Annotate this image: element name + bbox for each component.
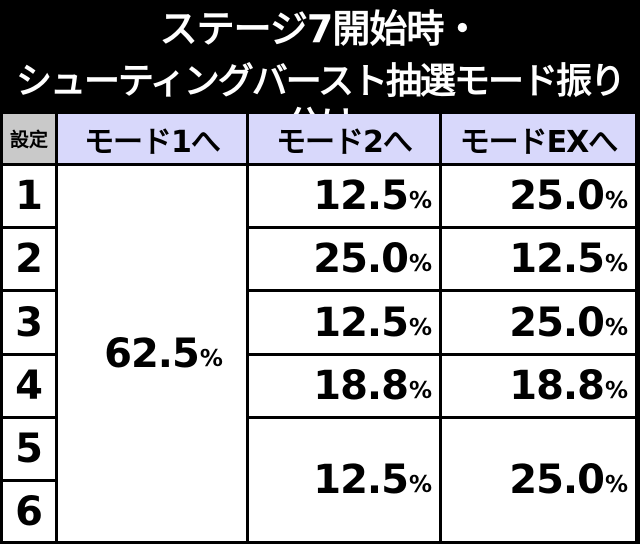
modeEX-cell-settings-5-6: 25.0% (442, 419, 635, 541)
modeEX-value: 18.8 (509, 363, 605, 409)
title-line-2: シューティングバースト抽選モード振り分け (15, 61, 626, 146)
percent-sign: % (604, 378, 628, 404)
modeEX-value: 25.0 (509, 457, 605, 503)
mode2-value: 25.0 (313, 236, 409, 282)
setting-label: 2 (3, 229, 55, 289)
setting-label: 1 (3, 166, 55, 226)
percent-sign: % (199, 345, 223, 372)
mode2-cell: 12.5% (249, 166, 439, 226)
header-modeEX: モードEXへ (442, 114, 635, 163)
header-mode2: モード2へ (249, 114, 439, 163)
setting-label: 5 (3, 419, 55, 479)
mode2-cell-settings-5-6: 12.5% (249, 419, 439, 541)
mode2-value: 12.5 (313, 457, 409, 503)
modeEX-cell: 12.5% (442, 229, 635, 289)
setting-label: 6 (3, 482, 55, 541)
percent-sign: % (408, 251, 432, 277)
percent-sign: % (408, 188, 432, 214)
header-mode1: モード1へ (58, 114, 246, 163)
percent-sign: % (604, 188, 628, 214)
title-line-1: ステージ7開始時・ (159, 7, 482, 51)
modeEX-value: 12.5 (509, 236, 605, 282)
mode2-value: 12.5 (313, 299, 409, 346)
modeEX-cell: 25.0% (442, 166, 635, 226)
percent-sign: % (604, 314, 628, 341)
modeEX-value: 25.0 (509, 299, 605, 346)
modeEX-value: 25.0 (509, 173, 605, 219)
percent-sign: % (408, 378, 432, 404)
title-block: ステージ7開始時・ シューティングバースト抽選モード振り分け (0, 0, 640, 146)
percent-sign: % (604, 472, 628, 498)
modeEX-cell: 18.8% (442, 356, 635, 416)
mode2-cell: 25.0% (249, 229, 439, 289)
percent-sign: % (408, 314, 432, 341)
mode2-cell: 18.8% (249, 356, 439, 416)
setting-label: 4 (3, 356, 55, 416)
setting-label: 3 (3, 292, 55, 353)
percent-sign: % (604, 251, 628, 277)
mode2-value: 18.8 (313, 363, 409, 409)
header-setting: 設定 (3, 114, 55, 163)
modeEX-cell: 25.0% (442, 292, 635, 353)
percent-sign: % (408, 472, 432, 498)
mode2-cell: 12.5% (249, 292, 439, 353)
mode1-value-all-settings: 62.5% (58, 166, 246, 541)
mode1-value: 62.5 (104, 330, 200, 377)
mode2-value: 12.5 (313, 173, 409, 219)
